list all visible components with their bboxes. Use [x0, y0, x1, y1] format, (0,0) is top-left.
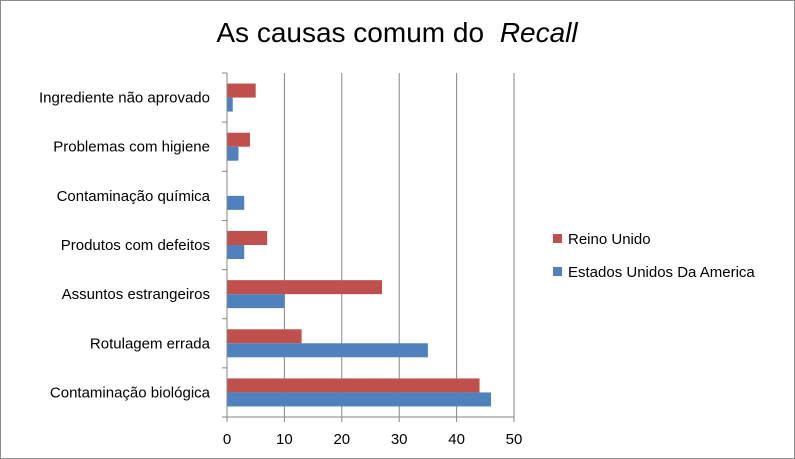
bar-reino-unido-1: [227, 132, 250, 147]
bar-reino-unido-4: [227, 280, 382, 295]
bar-estados-unidos-1: [227, 146, 239, 161]
bar-estados-unidos-4: [227, 294, 285, 309]
x-tick-label-1: 10: [276, 431, 293, 448]
category-label-5: Rotulagem errada: [90, 335, 211, 352]
bars: [227, 83, 492, 407]
chart-title-main: As causas comum do: [216, 17, 484, 48]
category-label-4: Assuntos estrangeiros: [62, 286, 210, 303]
bar-estados-unidos-5: [227, 343, 428, 358]
bar-reino-unido-3: [227, 231, 268, 245]
axes: [222, 72, 515, 422]
tick-labels: 0 10 20 30 40 50: [223, 431, 523, 448]
x-tick-label-0: 0: [223, 431, 231, 448]
category-labels: Ingrediente não aprovado Problemas com hi…: [39, 90, 211, 402]
legend-label-reino-unido: Reino Unido: [568, 231, 651, 248]
chart-title-emphasis: Recall: [500, 17, 579, 48]
bar-reino-unido-6: [227, 378, 480, 393]
bar-reino-unido-0: [227, 83, 256, 98]
legend-swatch-estados-unidos: [553, 267, 562, 276]
category-label-0: Ingrediente não aprovado: [39, 90, 210, 107]
legend-swatch-reino-unido: [553, 234, 562, 243]
bar-estados-unidos-0: [227, 97, 233, 112]
bar-estados-unidos-6: [227, 392, 492, 407]
category-label-2: Contaminação química: [57, 188, 211, 205]
gridlines: [283, 73, 515, 417]
bar-estados-unidos-3: [227, 245, 245, 259]
legend-label-estados-unidos: Estados Unidos Da America: [568, 264, 755, 281]
category-label-3: Produtos com defeitos: [61, 237, 210, 254]
category-label-1: Problemas com higiene: [53, 139, 210, 156]
x-tick-label-2: 20: [333, 431, 350, 448]
bar-reino-unido-5: [227, 329, 302, 344]
x-tick-label-3: 30: [391, 431, 408, 448]
bar-estados-unidos-2: [227, 195, 245, 210]
category-label-6: Contaminação biológica: [50, 384, 211, 401]
x-tick-label-4: 40: [448, 431, 465, 448]
chart-title: As causas comum do Recall: [216, 17, 578, 48]
legend: Reino Unido Estados Unidos Da America: [553, 231, 755, 281]
x-tick-label-5: 50: [506, 431, 523, 448]
